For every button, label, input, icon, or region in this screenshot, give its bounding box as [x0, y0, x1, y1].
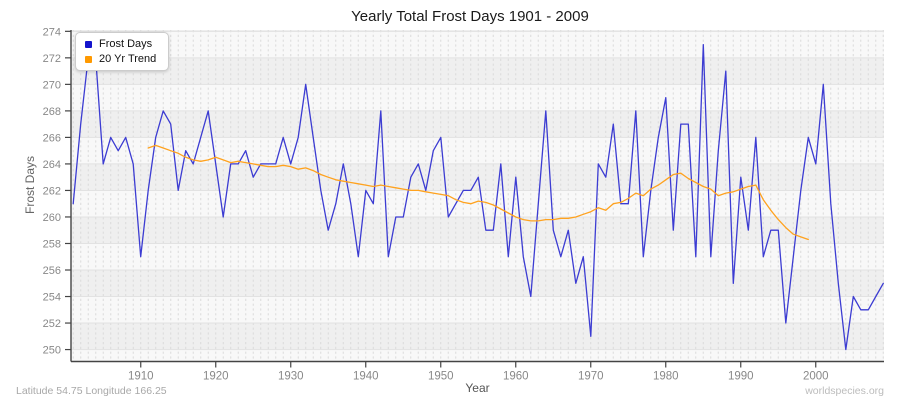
plot-band — [71, 349, 884, 362]
y-tick-label: 270 — [43, 79, 61, 91]
legend-label: Frost Days — [99, 38, 153, 50]
x-tick-label: 1960 — [503, 371, 529, 383]
y-tick-label: 266 — [43, 132, 61, 144]
frost-days-marker-icon — [85, 40, 92, 48]
x-tick-label: 1950 — [428, 371, 454, 383]
x-tick-label: 2000 — [803, 371, 829, 383]
x-tick-label: 1990 — [728, 371, 754, 383]
y-tick-label: 268 — [43, 106, 61, 118]
y-tick-label: 254 — [43, 292, 61, 304]
y-tick-label: 256 — [43, 265, 61, 277]
plot-band — [71, 30, 884, 32]
x-axis-title: Year — [465, 381, 490, 395]
y-tick-label: 250 — [43, 345, 61, 357]
y-tick-label: 252 — [43, 318, 61, 330]
plot-band — [71, 323, 884, 350]
y-tick-label: 274 — [43, 26, 61, 38]
legend: Frost Days 20 Yr Trend — [75, 32, 170, 71]
legend-item-frost-days: Frost Days — [85, 38, 156, 50]
frost-days-line — [72, 43, 884, 351]
y-tick-label: 264 — [43, 159, 61, 171]
coordinates-label: Latitude 54.75 Longitude 166.25 — [16, 385, 167, 397]
x-tick-label: 1980 — [653, 371, 679, 383]
watermark: worldspecies.org — [805, 385, 884, 397]
trend-marker-icon — [85, 55, 92, 63]
y-tick-label: 272 — [43, 53, 61, 65]
x-tick-label: 1920 — [203, 371, 229, 383]
legend-item-20yr-trend: 20 Yr Trend — [85, 53, 156, 65]
x-tick-label: 1940 — [353, 371, 379, 383]
x-tick-label: 1910 — [128, 371, 154, 383]
trend-line — [147, 144, 809, 241]
plot-band — [71, 163, 884, 191]
y-tick-label: 260 — [43, 212, 61, 224]
y-tick-label: 258 — [43, 238, 61, 250]
x-tick-label: 1970 — [578, 371, 604, 383]
legend-label: 20 Yr Trend — [99, 53, 157, 65]
plot-band — [71, 110, 884, 138]
chart-title: Yearly Total Frost Days 1901 - 2009 — [351, 8, 589, 25]
y-axis-title: Frost Days — [23, 155, 37, 215]
x-tick-label: 1930 — [278, 371, 304, 383]
y-tick-label: 262 — [43, 185, 61, 197]
plot-band — [71, 270, 884, 297]
plot-band — [71, 57, 884, 85]
